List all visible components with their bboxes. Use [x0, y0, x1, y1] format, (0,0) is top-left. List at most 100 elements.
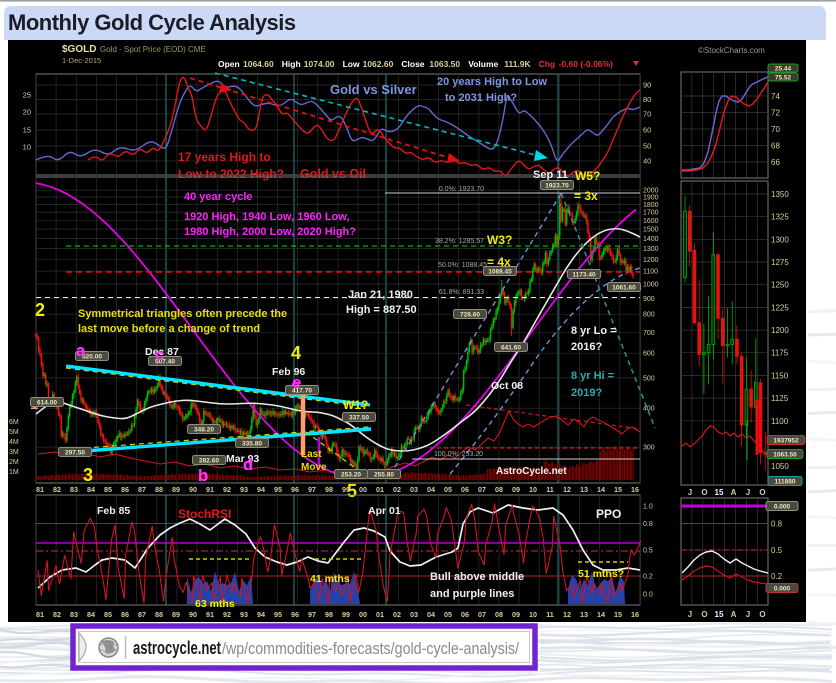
svg-text:02: 02 [393, 610, 401, 619]
svg-text:1063.50: 1063.50 [773, 452, 797, 459]
svg-text:0.2: 0.2 [771, 572, 783, 581]
svg-text:600: 600 [643, 351, 655, 358]
svg-text:Jan 21, 1980: Jan 21, 1980 [348, 289, 413, 301]
svg-text:W1?: W1? [343, 398, 368, 412]
svg-text:06: 06 [461, 485, 469, 494]
svg-text:W3?: W3? [487, 233, 512, 247]
svg-text:253.20: 253.20 [341, 472, 361, 479]
svg-text:00: 00 [359, 485, 367, 494]
svg-text:e: e [292, 373, 301, 392]
svg-text:99: 99 [342, 485, 350, 494]
svg-text:Open: Open [218, 59, 240, 69]
svg-text:1150: 1150 [771, 371, 789, 380]
svg-text:1100: 1100 [771, 417, 789, 426]
svg-text:60: 60 [643, 126, 651, 135]
svg-text:Low: Low [343, 59, 360, 69]
svg-text:15: 15 [23, 126, 31, 135]
svg-text:10: 10 [529, 485, 537, 494]
svg-text:1.0: 1.0 [643, 504, 653, 511]
svg-text:0.5: 0.5 [771, 546, 783, 555]
svg-text:20 years High to Low: 20 years High to Low [437, 76, 547, 88]
svg-text:96: 96 [291, 485, 299, 494]
svg-text:1125: 1125 [771, 394, 789, 403]
svg-text:06: 06 [461, 610, 469, 619]
svg-text:50.0%: 1088.45: 50.0%: 1088.45 [438, 262, 487, 269]
svg-text:20: 20 [23, 108, 31, 117]
svg-text:/wp/commodities-forecasts/gold: /wp/commodities-forecasts/gold-cycle-ana… [222, 639, 519, 658]
svg-text:00: 00 [359, 610, 367, 619]
svg-text:and purple lines: and purple lines [430, 588, 514, 600]
svg-text:05: 05 [444, 485, 452, 494]
svg-text:1225: 1225 [771, 303, 789, 312]
svg-text:d: d [243, 455, 253, 474]
svg-text:08: 08 [495, 485, 503, 494]
svg-text:97: 97 [308, 485, 316, 494]
svg-text:520.00: 520.00 [82, 354, 102, 361]
svg-text:348.20: 348.20 [194, 427, 214, 434]
svg-text:13: 13 [580, 485, 588, 494]
svg-text:63 mths: 63 mths [195, 598, 235, 610]
svg-text:72: 72 [771, 109, 780, 118]
svg-text:astrocycle.net: astrocycle.net [133, 638, 221, 658]
svg-text:70: 70 [643, 110, 651, 119]
svg-text:AstroCycle.net: AstroCycle.net [496, 466, 567, 477]
svg-text:Oct 08: Oct 08 [491, 380, 523, 392]
svg-text:W5?: W5? [575, 169, 600, 183]
svg-text:1064.60: 1064.60 [243, 59, 274, 69]
svg-text:84: 84 [87, 610, 95, 619]
svg-text:07: 07 [478, 610, 486, 619]
svg-text:J: J [688, 610, 692, 619]
svg-text:4M: 4M [9, 439, 19, 446]
svg-text:1800: 1800 [643, 202, 659, 209]
svg-text:Close: Close [401, 59, 424, 69]
svg-text:86: 86 [121, 485, 129, 494]
svg-text:14: 14 [597, 485, 605, 494]
svg-text:417.70: 417.70 [292, 388, 312, 395]
svg-text:1300: 1300 [643, 246, 659, 253]
svg-text:94: 94 [257, 610, 265, 619]
svg-text:Gold vs Oil: Gold vs Oil [300, 167, 366, 181]
svg-text:614.00: 614.00 [37, 400, 57, 407]
svg-text:Monthly Gold Cycle Analysis: Monthly Gold Cycle Analysis [8, 10, 296, 35]
svg-text:10: 10 [529, 610, 537, 619]
svg-text:500: 500 [643, 375, 655, 382]
svg-text:c: c [155, 345, 164, 364]
svg-text:41 mths: 41 mths [310, 573, 350, 585]
svg-text:1050: 1050 [771, 462, 789, 471]
svg-text:641.60: 641.60 [501, 345, 521, 352]
svg-text:Dec 87: Dec 87 [145, 346, 179, 358]
svg-text:66: 66 [771, 158, 780, 167]
svg-text:88: 88 [155, 485, 163, 494]
svg-text:Feb 85: Feb 85 [97, 505, 130, 517]
svg-text:PPO: PPO [596, 507, 621, 521]
svg-text:51 mths?: 51 mths? [578, 568, 624, 580]
svg-text:1200: 1200 [643, 257, 659, 264]
svg-text:75.52: 75.52 [775, 75, 792, 82]
svg-text:93: 93 [240, 485, 248, 494]
svg-text:111880: 111880 [775, 479, 796, 486]
svg-text:1700: 1700 [643, 210, 659, 217]
svg-text:85: 85 [104, 485, 112, 494]
svg-text:83: 83 [70, 485, 78, 494]
svg-text:A: A [731, 610, 737, 619]
svg-text:07: 07 [478, 485, 486, 494]
svg-text:98: 98 [325, 610, 333, 619]
svg-text:91: 91 [206, 485, 214, 494]
svg-text:8 yr Hi =: 8 yr Hi = [571, 370, 614, 382]
svg-text:1920 High, 1940 Low, 1960 Low,: 1920 High, 1940 Low, 1960 Low, [184, 211, 349, 223]
svg-text:86: 86 [121, 610, 129, 619]
svg-text:Feb 96: Feb 96 [272, 366, 305, 378]
svg-text:25.44: 25.44 [775, 66, 792, 73]
svg-text:0.000: 0.000 [774, 586, 791, 593]
svg-text:0.8: 0.8 [643, 521, 653, 528]
svg-text:-0.60 (-0.06%): -0.60 (-0.06%) [559, 59, 613, 69]
svg-text:40 year cycle: 40 year cycle [184, 191, 253, 203]
svg-text:25: 25 [23, 91, 31, 100]
svg-text:Bull above middle: Bull above middle [430, 571, 524, 583]
svg-text:2: 2 [35, 300, 45, 320]
svg-text:92: 92 [223, 610, 231, 619]
svg-text:98: 98 [325, 485, 333, 494]
svg-text:0.0%: 1923.70: 0.0%: 1923.70 [439, 186, 484, 193]
svg-text:01: 01 [376, 610, 384, 619]
svg-text:111.9K: 111.9K [504, 59, 531, 69]
